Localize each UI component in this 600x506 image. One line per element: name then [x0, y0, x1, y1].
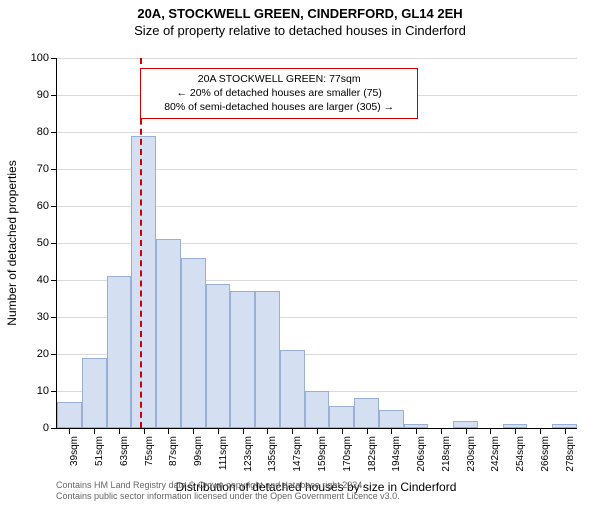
y-tick-label: 60	[37, 200, 49, 212]
y-tick-label: 50	[37, 237, 49, 249]
x-tick-label: 254sqm	[515, 436, 526, 472]
x-tick-label: 170sqm	[342, 436, 353, 472]
x-tick	[441, 428, 442, 434]
x-tick	[342, 428, 343, 434]
y-tick	[51, 243, 57, 244]
x-tick-label: 51sqm	[94, 436, 105, 466]
histogram-bar	[230, 291, 255, 428]
y-tick-label: 70	[37, 163, 49, 175]
histogram-bar	[379, 410, 404, 429]
x-tick	[515, 428, 516, 434]
y-tick	[51, 428, 57, 429]
histogram-bar	[305, 391, 330, 428]
y-tick	[51, 280, 57, 281]
y-tick-label: 30	[37, 311, 49, 323]
histogram-bar	[82, 358, 107, 428]
x-tick-label: 147sqm	[292, 436, 303, 472]
y-tick	[51, 317, 57, 318]
x-tick-label: 39sqm	[69, 436, 80, 466]
y-tick-label: 40	[37, 274, 49, 286]
y-tick	[51, 132, 57, 133]
x-tick	[540, 428, 541, 434]
x-tick-label: 123sqm	[243, 436, 254, 472]
x-tick	[218, 428, 219, 434]
y-tick-label: 100	[31, 52, 49, 64]
x-tick	[119, 428, 120, 434]
plot-region: 010203040506070809010039sqm51sqm63sqm75s…	[56, 58, 577, 429]
x-tick	[94, 428, 95, 434]
x-tick-label: 182sqm	[367, 436, 378, 472]
gridline	[57, 58, 577, 59]
x-tick-label: 266sqm	[540, 436, 551, 472]
annotation-line: 20A STOCKWELL GREEN: 77sqm	[147, 72, 411, 86]
x-tick-label: 278sqm	[565, 436, 576, 472]
x-tick	[317, 428, 318, 434]
histogram-bar	[280, 350, 305, 428]
y-tick	[51, 206, 57, 207]
histogram-bar	[131, 136, 156, 428]
y-tick-label: 0	[43, 422, 49, 434]
x-tick-label: 206sqm	[416, 436, 427, 472]
x-tick	[367, 428, 368, 434]
y-tick-label: 80	[37, 126, 49, 138]
x-tick	[193, 428, 194, 434]
y-tick	[51, 391, 57, 392]
x-tick	[391, 428, 392, 434]
x-tick-label: 111sqm	[218, 436, 229, 470]
annotation-line: 80% of semi-detached houses are larger (…	[147, 100, 411, 114]
x-tick	[267, 428, 268, 434]
x-tick-label: 194sqm	[391, 436, 402, 472]
x-tick	[243, 428, 244, 434]
histogram-bar	[206, 284, 231, 428]
annotation-line: ← 20% of detached houses are smaller (75…	[147, 86, 411, 100]
x-tick-label: 242sqm	[490, 436, 501, 472]
x-tick	[144, 428, 145, 434]
y-axis-label: Number of detached properties	[5, 58, 19, 428]
x-tick	[565, 428, 566, 434]
gridline	[57, 132, 577, 133]
x-tick	[416, 428, 417, 434]
x-tick	[466, 428, 467, 434]
x-tick-label: 99sqm	[193, 436, 204, 466]
chart-area: 010203040506070809010039sqm51sqm63sqm75s…	[56, 58, 576, 428]
y-tick	[51, 95, 57, 96]
histogram-bar	[156, 239, 181, 428]
y-tick-label: 90	[37, 89, 49, 101]
chart-title-address: 20A, STOCKWELL GREEN, CINDERFORD, GL14 2…	[0, 6, 600, 21]
chart-subtitle: Size of property relative to detached ho…	[0, 23, 600, 38]
x-tick	[490, 428, 491, 434]
x-tick	[292, 428, 293, 434]
x-tick-label: 63sqm	[119, 436, 130, 466]
footnote-line-1: Contains HM Land Registry data © Crown c…	[56, 480, 400, 491]
annotation-box: 20A STOCKWELL GREEN: 77sqm← 20% of detac…	[140, 68, 418, 119]
histogram-bar	[255, 291, 280, 428]
x-tick	[69, 428, 70, 434]
x-tick-label: 135sqm	[267, 436, 278, 472]
x-tick-label: 159sqm	[317, 436, 328, 472]
histogram-bar	[453, 421, 478, 428]
histogram-bar	[57, 402, 82, 428]
footnote: Contains HM Land Registry data © Crown c…	[56, 480, 400, 503]
x-tick-label: 75sqm	[144, 436, 155, 466]
y-tick-label: 10	[37, 385, 49, 397]
y-tick	[51, 58, 57, 59]
x-tick-label: 218sqm	[441, 436, 452, 472]
histogram-bar	[329, 406, 354, 428]
y-tick	[51, 169, 57, 170]
y-tick-label: 20	[37, 348, 49, 360]
x-tick-label: 230sqm	[466, 436, 477, 472]
footnote-line-2: Contains public sector information licen…	[56, 491, 400, 502]
histogram-bar	[354, 398, 379, 428]
histogram-bar	[107, 276, 132, 428]
histogram-bar	[181, 258, 206, 428]
x-tick-label: 87sqm	[168, 436, 179, 466]
y-tick	[51, 354, 57, 355]
x-tick	[168, 428, 169, 434]
